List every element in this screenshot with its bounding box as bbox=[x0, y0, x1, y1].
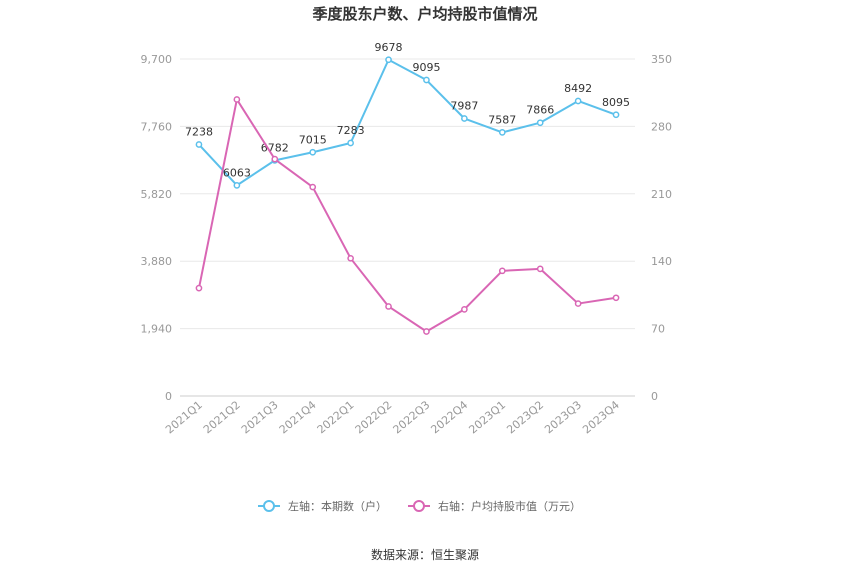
x-tick-label: 2022Q2 bbox=[353, 398, 395, 436]
data-label: 9095 bbox=[412, 61, 440, 74]
legend-label: 左轴：本期数（户） bbox=[288, 499, 387, 513]
left-tick-label: 9,700 bbox=[141, 53, 173, 66]
x-axis: 2021Q12021Q22021Q32021Q42022Q12022Q22022… bbox=[163, 398, 622, 436]
data-label: 7238 bbox=[185, 126, 213, 139]
x-tick-label: 2023Q3 bbox=[542, 398, 584, 436]
series-line-2 bbox=[197, 98, 617, 333]
x-tick-label: 2023Q4 bbox=[580, 398, 622, 436]
legend: 左轴：本期数（户） 右轴：户均持股市值（万元） bbox=[258, 499, 581, 513]
data-point bbox=[423, 76, 430, 84]
right-axis: 0 70 140 210 280 350 bbox=[651, 53, 672, 403]
data-point bbox=[385, 303, 392, 310]
data-point bbox=[536, 265, 544, 273]
data-point bbox=[612, 111, 620, 119]
right-tick-label: 70 bbox=[651, 323, 665, 336]
data-point bbox=[233, 96, 241, 103]
source-note: 数据来源：恒生聚源 bbox=[371, 547, 479, 562]
data-label: 8492 bbox=[564, 82, 592, 95]
left-tick-label: 7,760 bbox=[141, 120, 173, 133]
data-label: 7015 bbox=[299, 133, 327, 146]
data-point bbox=[385, 56, 392, 64]
x-tick-label: 2021Q1 bbox=[163, 398, 205, 436]
data-point bbox=[195, 284, 203, 292]
right-tick-label: 210 bbox=[651, 188, 672, 201]
data-point bbox=[461, 305, 468, 313]
data-label: 7283 bbox=[337, 124, 365, 137]
series-layer: 7238 6063 6782 7015 7283 9678 9095 7987 7587 7866… bbox=[185, 41, 630, 335]
data-label: 7587 bbox=[488, 113, 516, 126]
data-label: 7866 bbox=[526, 104, 554, 117]
data-point bbox=[271, 155, 279, 163]
left-axis: 0 1,940 3,880 5,820 7,760 9,700 bbox=[141, 53, 173, 403]
right-tick-label: 350 bbox=[651, 53, 672, 66]
chart-title: 季度股东户数、户均持股市值情况 bbox=[312, 5, 537, 23]
legend-marker bbox=[413, 500, 425, 512]
data-point bbox=[423, 328, 430, 335]
data-point bbox=[309, 148, 317, 156]
data-point bbox=[574, 300, 582, 307]
x-tick-label: 2023Q1 bbox=[466, 398, 508, 436]
left-tick-label: 5,820 bbox=[141, 188, 173, 201]
data-point bbox=[498, 267, 506, 275]
data-label: 7987 bbox=[450, 100, 478, 113]
data-point bbox=[347, 139, 354, 147]
data-point bbox=[498, 129, 506, 136]
data-label: 6782 bbox=[261, 141, 289, 154]
data-point bbox=[195, 141, 203, 148]
data-point bbox=[612, 294, 620, 302]
data-point bbox=[309, 183, 317, 191]
x-tick-label: 2021Q3 bbox=[239, 398, 281, 436]
data-point bbox=[536, 119, 544, 127]
x-tick-label: 2022Q3 bbox=[391, 398, 433, 436]
x-tick-label: 2023Q2 bbox=[504, 398, 546, 436]
data-point bbox=[233, 182, 241, 189]
left-tick-label: 1,940 bbox=[141, 323, 173, 336]
legend-marker bbox=[263, 500, 275, 512]
data-label: 6063 bbox=[223, 166, 251, 179]
x-tick-label: 2021Q2 bbox=[201, 398, 243, 436]
series-line-1 bbox=[198, 58, 617, 187]
right-tick-label: 140 bbox=[651, 255, 672, 268]
x-tick-label: 2022Q1 bbox=[315, 398, 357, 436]
left-tick-label: 0 bbox=[165, 390, 172, 403]
left-tick-label: 3,880 bbox=[141, 255, 173, 268]
data-point bbox=[574, 97, 582, 105]
legend-label: 右轴：户均持股市值（万元） bbox=[438, 499, 581, 513]
data-point bbox=[461, 115, 468, 122]
x-tick-label: 2021Q4 bbox=[277, 398, 319, 436]
x-tick-label: 2022Q4 bbox=[429, 398, 471, 436]
data-label: 8095 bbox=[602, 96, 630, 109]
grid bbox=[180, 58, 635, 397]
right-tick-label: 0 bbox=[651, 390, 658, 403]
data-point bbox=[347, 254, 354, 262]
data-label: 9678 bbox=[375, 41, 403, 54]
right-tick-label: 280 bbox=[651, 120, 672, 133]
